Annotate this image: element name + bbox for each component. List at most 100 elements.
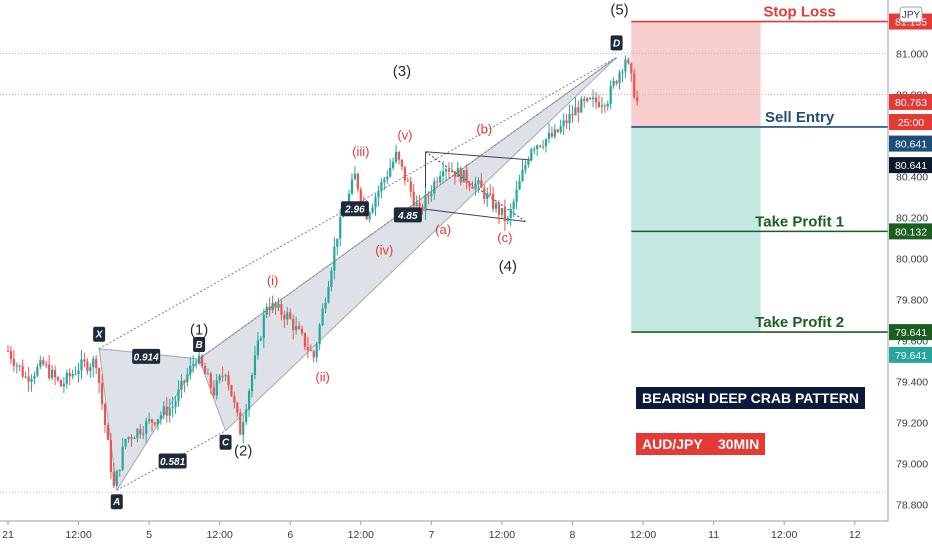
candle-body bbox=[300, 328, 304, 334]
candle-body bbox=[550, 133, 553, 137]
candle-body bbox=[412, 191, 415, 206]
candle-body bbox=[386, 176, 389, 180]
candle-body bbox=[539, 145, 542, 147]
candle-body bbox=[271, 302, 274, 311]
trade-levels: Stop Loss Sell Entry Take Profit 1 Take Pro… bbox=[631, 4, 888, 333]
wave-label: (iv) bbox=[375, 242, 393, 257]
candle-body bbox=[506, 217, 509, 221]
candle-body bbox=[139, 428, 142, 435]
candle-body bbox=[559, 126, 562, 133]
candle-body bbox=[394, 151, 398, 162]
ratio-badge bbox=[132, 348, 161, 364]
candle-body bbox=[615, 80, 618, 84]
wave-label: (ii) bbox=[315, 370, 329, 385]
candle-body bbox=[553, 129, 556, 137]
candle-body bbox=[318, 325, 321, 345]
candle-body bbox=[27, 376, 30, 382]
candle-body bbox=[65, 372, 68, 384]
candle-body bbox=[509, 209, 512, 218]
candle-body bbox=[265, 306, 268, 315]
candle-body bbox=[406, 180, 409, 182]
candle-body bbox=[89, 367, 92, 371]
candle-body bbox=[544, 139, 548, 147]
ratio-label: 4.85 bbox=[397, 211, 418, 222]
candle-body bbox=[356, 173, 359, 190]
price-tag bbox=[889, 223, 932, 240]
candle-body bbox=[571, 113, 574, 116]
candle-body bbox=[142, 433, 145, 435]
candle-body bbox=[195, 363, 198, 365]
candle-body bbox=[442, 171, 445, 177]
candle-body bbox=[612, 80, 615, 86]
candle-body bbox=[236, 402, 239, 413]
candle-body bbox=[230, 385, 233, 397]
candle-body bbox=[224, 375, 227, 377]
candle-body bbox=[556, 129, 559, 133]
candle-body bbox=[259, 338, 262, 341]
candle-body bbox=[315, 344, 318, 358]
candle-body bbox=[589, 98, 592, 100]
candle-body bbox=[36, 366, 39, 376]
candle-body bbox=[30, 378, 33, 382]
candle-body bbox=[48, 364, 51, 378]
candle-body bbox=[183, 380, 186, 383]
wave-label: (a) bbox=[435, 222, 451, 237]
candle-body bbox=[148, 419, 151, 422]
candle-body bbox=[177, 389, 180, 402]
stop-loss-label: Stop Loss bbox=[763, 4, 836, 21]
time-tick-label: 11 bbox=[708, 529, 719, 541]
candle-body bbox=[98, 368, 101, 384]
wave-label: (3) bbox=[393, 63, 411, 80]
time-tick-label: 7 bbox=[428, 529, 434, 541]
price-tag-label: 80.641 bbox=[895, 160, 927, 172]
wave-label: (v) bbox=[397, 127, 412, 142]
point-label-d: D bbox=[613, 38, 620, 49]
ratio-badge bbox=[340, 201, 369, 217]
candle-body bbox=[200, 355, 204, 366]
candle-body bbox=[221, 375, 224, 377]
candle-body bbox=[109, 440, 112, 472]
candle-body bbox=[312, 350, 315, 358]
candle-body bbox=[580, 98, 583, 113]
candle-body bbox=[330, 270, 333, 288]
currency-badge bbox=[899, 6, 923, 23]
time-tick-label: 12:00 bbox=[348, 529, 374, 541]
candle-body bbox=[115, 471, 118, 486]
candle-body bbox=[9, 350, 13, 359]
candle-body bbox=[289, 312, 292, 319]
candle-body bbox=[618, 72, 621, 84]
candle-body bbox=[518, 180, 521, 190]
ratio-label: 2.96 bbox=[344, 205, 365, 216]
price-tick-label: 79.000 bbox=[896, 459, 928, 471]
candle-body bbox=[74, 374, 77, 376]
candle-body bbox=[600, 105, 603, 107]
candle-body bbox=[524, 165, 527, 170]
bcd-triangle bbox=[198, 57, 617, 432]
take-profit-1-label: Take Profit 1 bbox=[755, 213, 844, 230]
point-label-a: A bbox=[112, 497, 120, 508]
candle-body bbox=[336, 238, 339, 247]
candle-body bbox=[6, 350, 10, 352]
candle-body bbox=[527, 160, 530, 166]
candle-body bbox=[333, 246, 336, 271]
candle-body bbox=[127, 437, 130, 440]
candle-body bbox=[497, 203, 501, 215]
time-tick-label: 12:00 bbox=[771, 529, 797, 541]
time-tick-label: 12:00 bbox=[65, 529, 91, 541]
candle-body bbox=[492, 193, 495, 209]
candle-body bbox=[95, 358, 98, 369]
candle-body bbox=[51, 369, 54, 378]
candle-body bbox=[292, 318, 295, 331]
price-tick-label: 79.200 bbox=[896, 418, 928, 430]
candle-body bbox=[630, 63, 633, 74]
candle-body bbox=[624, 59, 627, 72]
time-tick-label: 6 bbox=[287, 529, 293, 541]
candle-body bbox=[380, 182, 383, 191]
candle-body bbox=[59, 380, 63, 387]
candle-body bbox=[359, 189, 362, 202]
candle-body bbox=[480, 180, 483, 188]
candle-body bbox=[483, 187, 486, 199]
candle-body bbox=[215, 380, 218, 396]
candle-body bbox=[409, 181, 412, 192]
